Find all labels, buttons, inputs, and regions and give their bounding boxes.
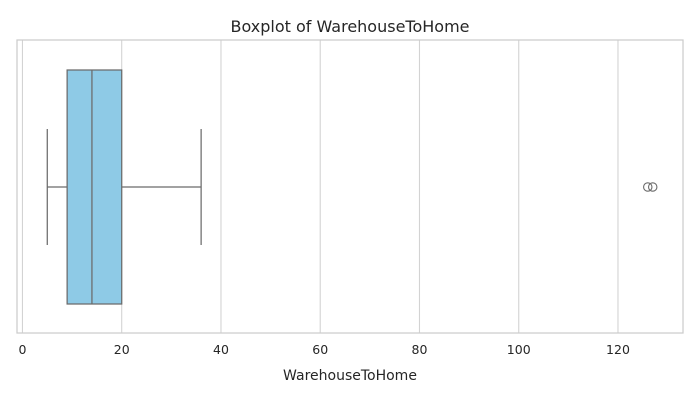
outlier-point: [643, 182, 653, 192]
x-tick-label: 60: [312, 342, 328, 357]
x-tick-label: 80: [412, 342, 428, 357]
x-axis-label: WarehouseToHome: [283, 368, 417, 384]
x-tick-label: 120: [606, 342, 630, 357]
x-axis-ticks: 0 20 40 60 80 100 120: [18, 342, 629, 357]
x-tick-label: 100: [507, 342, 531, 357]
chart-title: Boxplot of WarehouseToHome: [230, 17, 469, 36]
x-tick-label: 0: [18, 342, 26, 357]
x-tick-label: 20: [114, 342, 130, 357]
boxplot: [46, 69, 658, 305]
outlier-point: [647, 182, 658, 192]
x-tick-label: 40: [213, 342, 229, 357]
box-iqr: [66, 69, 123, 305]
plot-frame: [16, 39, 684, 334]
